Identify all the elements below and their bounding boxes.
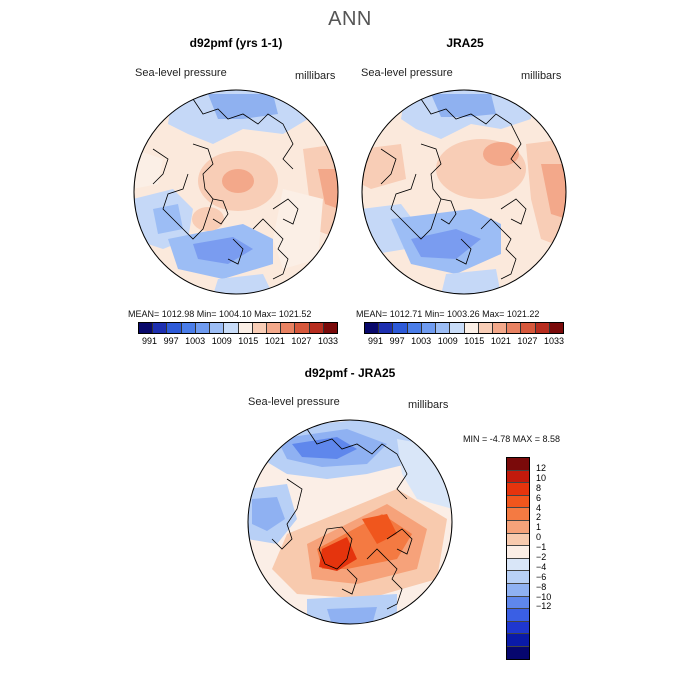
colorbar-swatch bbox=[167, 323, 182, 333]
tick-label: −6 bbox=[536, 571, 547, 582]
obs-polar-map bbox=[361, 89, 567, 295]
colorbar-swatch bbox=[507, 571, 529, 584]
colorbar-swatch bbox=[139, 323, 154, 333]
colorbar-swatch bbox=[224, 323, 239, 333]
obs-colorbar-ticks: 991 997 1003 1009 1015 1021 1027 1033 bbox=[368, 336, 564, 346]
diff-stats: MIN = -4.78 MAX = 8.58 bbox=[463, 434, 561, 444]
tick-label: 1009 bbox=[211, 336, 232, 346]
colorbar-swatch bbox=[365, 323, 380, 333]
tick-label: 991 bbox=[368, 336, 384, 346]
tick-label: 6 bbox=[536, 492, 542, 503]
tick-label: 1033 bbox=[543, 336, 564, 346]
colorbar-swatch bbox=[436, 323, 451, 333]
colorbar-swatch bbox=[252, 323, 267, 333]
colorbar-swatch bbox=[507, 495, 529, 509]
colorbar-swatch bbox=[281, 323, 296, 333]
colorbar-swatch bbox=[507, 458, 529, 471]
model-units-label: millibars bbox=[295, 70, 336, 82]
tick-label: 997 bbox=[163, 336, 179, 346]
tick-label: 4 bbox=[536, 502, 542, 513]
colorbar-swatch bbox=[266, 323, 282, 333]
obs-stats: MEAN= 1012.71 Min= 1003.26 Max= 1021.22 bbox=[356, 309, 540, 319]
model-variable-label: Sea-level pressure bbox=[135, 67, 227, 79]
tick-label: 1021 bbox=[490, 336, 511, 346]
tick-label: 1015 bbox=[464, 336, 485, 346]
model-colorbar-ticks: 991 997 1003 1009 1015 1021 1027 1033 bbox=[142, 336, 338, 346]
colorbar-swatch bbox=[507, 508, 529, 521]
colorbar-swatch bbox=[407, 323, 422, 333]
colorbar-swatch bbox=[295, 323, 310, 333]
colorbar-swatch bbox=[521, 323, 536, 333]
colorbar-swatch bbox=[507, 483, 529, 496]
obs-colorbar bbox=[364, 322, 564, 334]
tick-label: 1003 bbox=[411, 336, 432, 346]
colorbar-swatch bbox=[507, 583, 529, 597]
colorbar-swatch bbox=[379, 323, 394, 333]
colorbar-swatch bbox=[535, 323, 550, 333]
tick-label: −2 bbox=[536, 552, 547, 563]
tick-label: 1021 bbox=[264, 336, 285, 346]
colorbar-swatch bbox=[507, 596, 529, 610]
diff-units-label: millibars bbox=[408, 399, 449, 411]
tick-label: 1027 bbox=[517, 336, 538, 346]
obs-panel-title: JRA25 bbox=[446, 36, 484, 50]
tick-label: 2 bbox=[536, 512, 542, 523]
tick-label: 10 bbox=[536, 472, 547, 483]
colorbar-swatch bbox=[181, 323, 196, 333]
tick-label: −4 bbox=[536, 561, 547, 572]
diff-panel-title: d92pmf - JRA25 bbox=[304, 366, 396, 380]
tick-label: 0 bbox=[536, 532, 542, 543]
tick-label: 1027 bbox=[291, 336, 312, 346]
colorbar-swatch bbox=[507, 546, 529, 559]
colorbar-swatch bbox=[507, 520, 529, 534]
colorbar-swatch bbox=[464, 323, 479, 333]
tick-label: −8 bbox=[536, 581, 547, 592]
model-colorbar bbox=[138, 322, 338, 334]
diff-colorbar-ticks: 12 10 8 6 4 2 1 0 −1 −2 −4 −6 −8 −10 −12 bbox=[536, 464, 551, 612]
tick-label: 12 bbox=[536, 463, 547, 473]
tick-label: 1015 bbox=[238, 336, 259, 346]
obs-units-label: millibars bbox=[521, 70, 562, 82]
tick-label: 1003 bbox=[185, 336, 206, 346]
colorbar-swatch bbox=[549, 323, 564, 333]
colorbar-swatch bbox=[421, 323, 437, 333]
colorbar-swatch bbox=[195, 323, 211, 333]
tick-label: −12 bbox=[536, 601, 552, 612]
tick-label: 1 bbox=[536, 522, 542, 533]
diff-polar-map bbox=[247, 419, 453, 625]
colorbar-swatch bbox=[393, 323, 408, 333]
colorbar-swatch bbox=[507, 646, 529, 659]
colorbar-swatch bbox=[507, 470, 529, 484]
colorbar-swatch bbox=[507, 533, 529, 547]
colorbar-swatch bbox=[450, 323, 465, 333]
page-title: ANN bbox=[328, 8, 372, 30]
colorbar-swatch bbox=[210, 323, 225, 333]
colorbar-swatch bbox=[507, 634, 529, 647]
diff-colorbar bbox=[506, 457, 530, 660]
colorbar-swatch bbox=[507, 609, 529, 622]
model-panel-title: d92pmf (yrs 1-1) bbox=[189, 36, 283, 50]
colorbar-swatch bbox=[492, 323, 508, 333]
colorbar-swatch bbox=[309, 323, 324, 333]
tick-label: 1033 bbox=[317, 336, 338, 346]
diff-variable-label: Sea-level pressure bbox=[248, 396, 340, 408]
obs-variable-label: Sea-level pressure bbox=[361, 67, 453, 79]
model-polar-map bbox=[133, 89, 339, 295]
tick-label: 997 bbox=[389, 336, 405, 346]
colorbar-swatch bbox=[323, 323, 338, 333]
colorbar-swatch bbox=[238, 323, 253, 333]
colorbar-swatch bbox=[507, 558, 529, 572]
colorbar-swatch bbox=[507, 621, 529, 635]
tick-label: 991 bbox=[142, 336, 158, 346]
colorbar-swatch bbox=[478, 323, 493, 333]
colorbar-swatch bbox=[507, 323, 522, 333]
colorbar-swatch bbox=[153, 323, 168, 333]
tick-label: 8 bbox=[536, 482, 542, 493]
model-stats: MEAN= 1012.98 Min= 1004.10 Max= 1021.52 bbox=[128, 309, 312, 319]
tick-label: −10 bbox=[536, 591, 552, 602]
tick-label: 1009 bbox=[437, 336, 458, 346]
tick-label: −1 bbox=[536, 542, 547, 553]
